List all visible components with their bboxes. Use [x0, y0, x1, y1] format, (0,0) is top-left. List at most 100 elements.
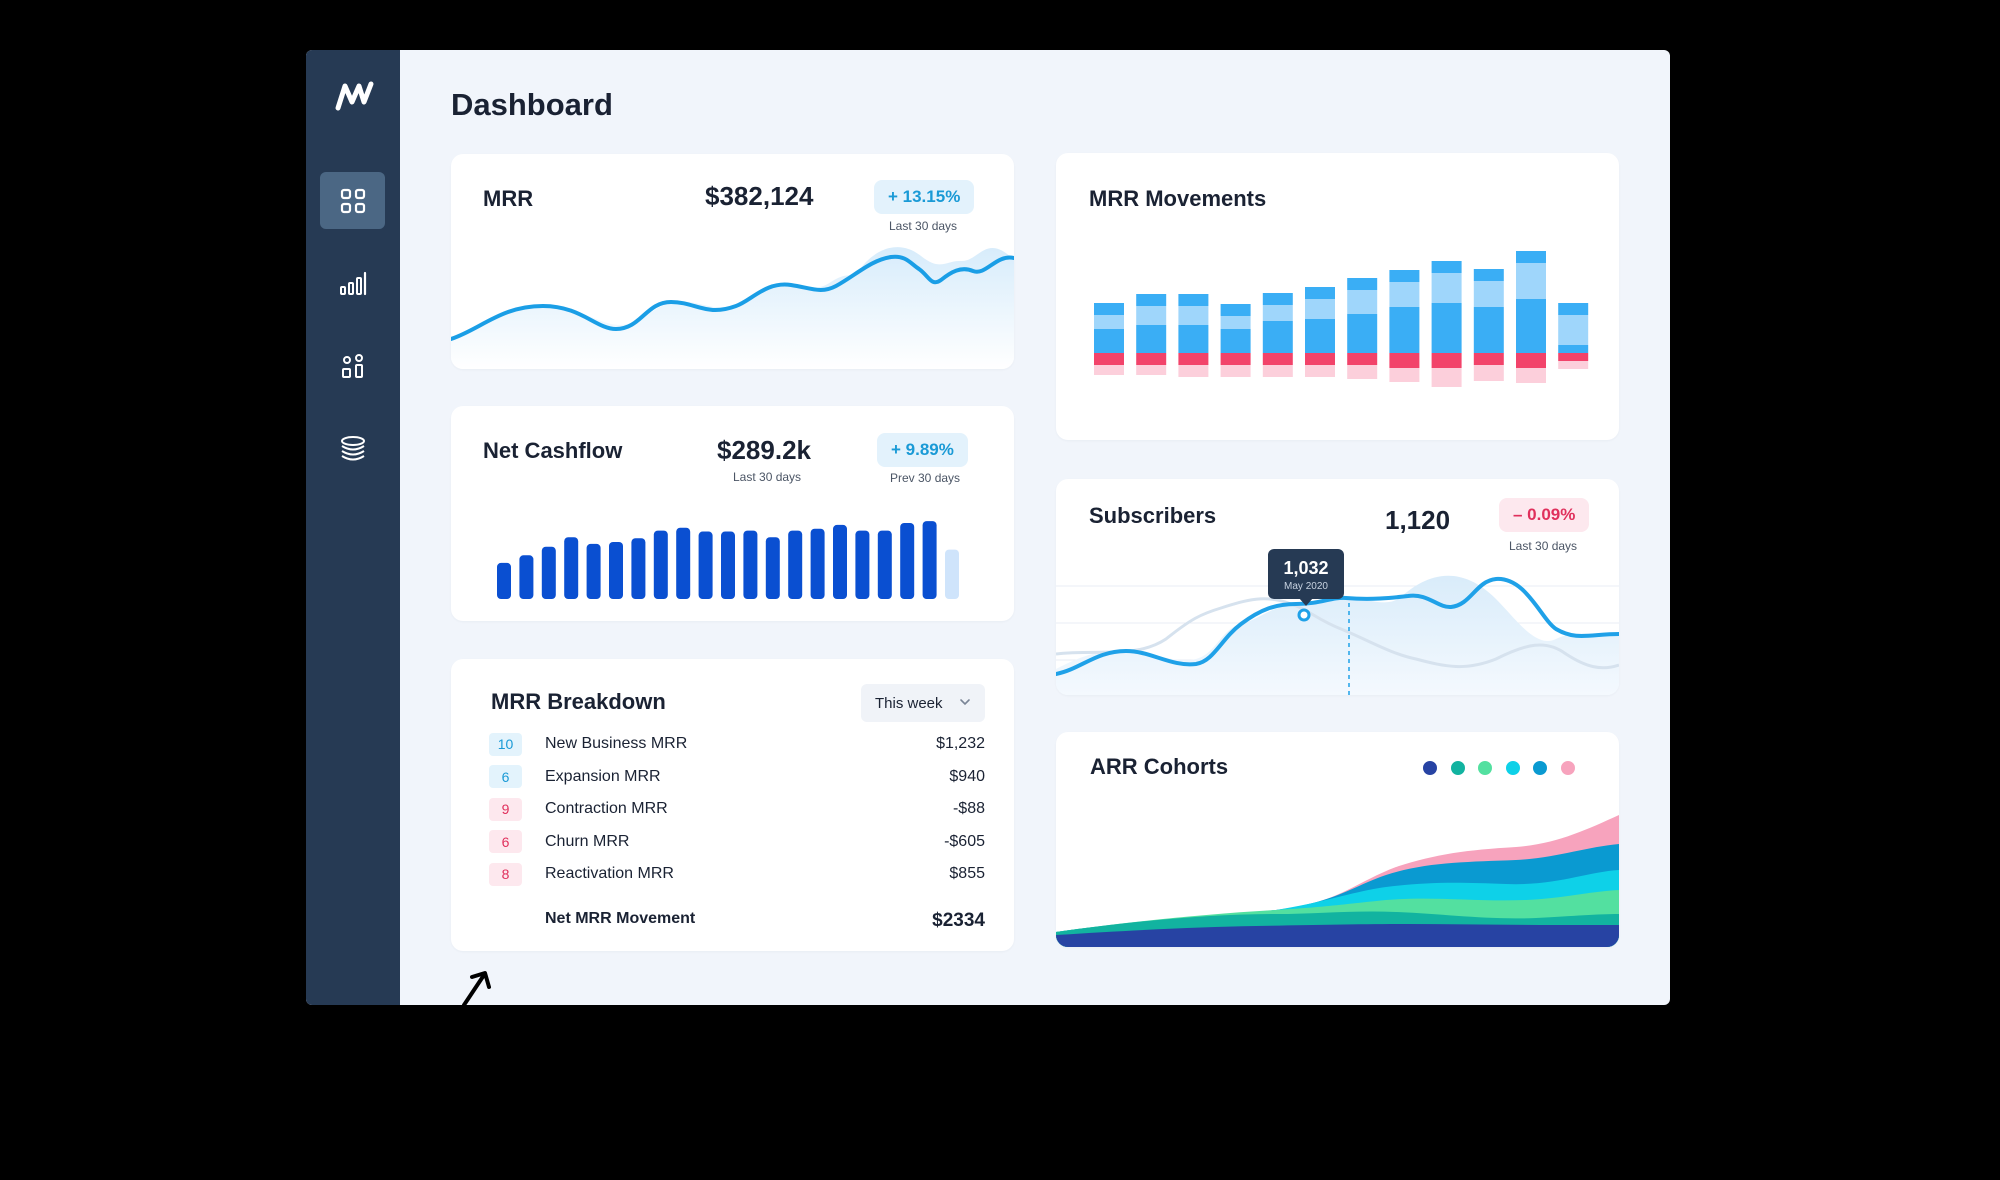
movement-bar-expansion[interactable]: [1473, 281, 1504, 307]
movement-bar-new-business[interactable]: [1136, 325, 1167, 353]
movement-bar-new-business-cap[interactable]: [1136, 294, 1167, 306]
movement-bar-new-business-cap[interactable]: [1262, 293, 1293, 305]
movement-bar-expansion[interactable]: [1516, 263, 1546, 299]
movement-bar-new-business[interactable]: [1389, 307, 1420, 353]
mrr-breakdown-card[interactable]: MRR Breakdown This week 10 New Business M…: [451, 659, 1014, 951]
movement-bar-churn[interactable]: [1558, 361, 1589, 369]
movement-bar-churn[interactable]: [1136, 365, 1167, 375]
mrr-card[interactable]: MRR $382,124 + 13.15% Last 30 days: [451, 154, 1014, 369]
movement-bar-contraction[interactable]: [1389, 353, 1420, 368]
movement-bar-contraction[interactable]: [1178, 353, 1209, 365]
movement-bar-contraction[interactable]: [1516, 353, 1546, 368]
movement-bar-new-business-cap[interactable]: [1305, 287, 1335, 299]
legend-dot[interactable]: [1560, 761, 1575, 775]
cashflow-bar[interactable]: [900, 523, 915, 599]
movement-bar-expansion[interactable]: [1094, 315, 1124, 329]
cashflow-bar[interactable]: [833, 524, 847, 599]
legend-dot[interactable]: [1505, 761, 1520, 775]
movement-bar-churn[interactable]: [1220, 365, 1251, 377]
sidebar-item-data[interactable]: [320, 420, 385, 477]
breakdown-row[interactable]: 6 Expansion MRR $940: [489, 765, 985, 789]
movement-bar-expansion[interactable]: [1431, 273, 1462, 303]
movement-bar-churn[interactable]: [1262, 365, 1293, 377]
movement-bar-contraction[interactable]: [1473, 353, 1504, 365]
movement-bar-new-business[interactable]: [1220, 329, 1251, 353]
cashflow-bar[interactable]: [519, 555, 534, 599]
cashflow-bar[interactable]: [586, 543, 601, 599]
movement-bar-contraction[interactable]: [1262, 353, 1293, 365]
movement-bar-churn[interactable]: [1094, 365, 1124, 375]
movement-bar-new-business[interactable]: [1305, 319, 1335, 353]
chartmogul-logo[interactable]: [334, 78, 376, 114]
sidebar-item-analytics[interactable]: [320, 255, 385, 312]
movement-bar-expansion[interactable]: [1389, 282, 1420, 307]
movement-bar-new-business-cap[interactable]: [1347, 278, 1378, 290]
cashflow-bar[interactable]: [564, 537, 579, 599]
movement-bar-new-business-cap[interactable]: [1473, 269, 1504, 281]
cashflow-bar[interactable]: [922, 521, 937, 599]
movement-bar-churn[interactable]: [1473, 365, 1504, 381]
breakdown-row[interactable]: 9 Contraction MRR -$88: [489, 797, 985, 821]
movement-bar-expansion[interactable]: [1558, 315, 1589, 345]
cashflow-bar[interactable]: [609, 542, 623, 599]
cashflow-bar[interactable]: [945, 549, 959, 599]
movement-bar-contraction[interactable]: [1431, 353, 1462, 368]
cashflow-bar[interactable]: [497, 562, 511, 599]
movement-bar-new-business[interactable]: [1094, 329, 1124, 353]
legend-dot[interactable]: [1533, 761, 1547, 775]
movement-bar-new-business[interactable]: [1516, 299, 1546, 353]
legend-dot[interactable]: [1423, 761, 1437, 775]
arr-cohorts-card[interactable]: ARR Cohorts: [1056, 732, 1619, 947]
movement-bar-churn[interactable]: [1431, 368, 1462, 387]
cashflow-bar[interactable]: [541, 546, 556, 599]
movement-bar-new-business-cap[interactable]: [1220, 304, 1251, 316]
movement-bar-new-business[interactable]: [1473, 307, 1504, 353]
movement-bar-contraction[interactable]: [1558, 353, 1589, 361]
movement-bar-expansion[interactable]: [1305, 299, 1335, 319]
movement-bar-contraction[interactable]: [1136, 353, 1167, 365]
cashflow-bar[interactable]: [721, 531, 735, 599]
sidebar-item-dashboard[interactable]: [320, 172, 385, 229]
cashflow-bar[interactable]: [698, 531, 713, 599]
cashflow-bar[interactable]: [810, 528, 825, 599]
movement-bar-new-business[interactable]: [1178, 325, 1209, 353]
mrr-movements-card[interactable]: MRR Movements: [1056, 153, 1619, 440]
period-dropdown[interactable]: This week: [861, 684, 985, 722]
breakdown-row[interactable]: 10 New Business MRR $1,232: [489, 732, 985, 756]
subscribers-card[interactable]: Subscribers 1,120 – 0.09% Last 30 days: [1056, 479, 1619, 695]
movement-bar-churn[interactable]: [1305, 365, 1335, 377]
movement-bar-new-business[interactable]: [1558, 345, 1589, 353]
movement-bar-expansion[interactable]: [1220, 316, 1251, 329]
movement-bar-churn[interactable]: [1178, 365, 1209, 377]
cashflow-bar[interactable]: [855, 530, 870, 599]
legend-dot[interactable]: [1478, 761, 1492, 775]
cashflow-bar[interactable]: [631, 538, 646, 599]
cashflow-bar[interactable]: [676, 527, 691, 599]
movement-bar-expansion[interactable]: [1136, 306, 1167, 325]
movement-bar-new-business-cap[interactable]: [1558, 303, 1589, 315]
movement-bar-expansion[interactable]: [1262, 305, 1293, 321]
cashflow-bar[interactable]: [788, 530, 803, 599]
legend-dot[interactable]: [1450, 761, 1465, 775]
movement-bar-expansion[interactable]: [1347, 290, 1378, 314]
movement-bar-contraction[interactable]: [1220, 353, 1251, 365]
movement-bar-contraction[interactable]: [1347, 353, 1378, 365]
movement-bar-new-business[interactable]: [1347, 314, 1378, 353]
movement-bar-contraction[interactable]: [1305, 353, 1335, 365]
movement-bar-new-business-cap[interactable]: [1431, 261, 1462, 273]
movement-bar-contraction[interactable]: [1094, 353, 1124, 365]
movement-bar-new-business[interactable]: [1262, 321, 1293, 353]
movement-bar-new-business[interactable]: [1431, 303, 1462, 353]
breakdown-row[interactable]: 6 Churn MRR -$605: [489, 830, 985, 854]
movement-bar-expansion[interactable]: [1178, 306, 1209, 325]
movement-bar-new-business-cap[interactable]: [1516, 251, 1546, 263]
movement-bar-churn[interactable]: [1516, 368, 1546, 383]
sidebar-item-segments[interactable]: [320, 338, 385, 395]
cashflow-bar[interactable]: [743, 530, 758, 599]
movement-bar-churn[interactable]: [1389, 368, 1420, 382]
net-cashflow-card[interactable]: Net Cashflow $289.2k Last 30 days + 9.89…: [451, 406, 1014, 621]
cashflow-bar[interactable]: [765, 537, 780, 599]
movement-bar-new-business-cap[interactable]: [1178, 294, 1209, 306]
movement-bar-churn[interactable]: [1347, 365, 1378, 379]
breakdown-row[interactable]: 8 Reactivation MRR $855: [489, 862, 985, 886]
